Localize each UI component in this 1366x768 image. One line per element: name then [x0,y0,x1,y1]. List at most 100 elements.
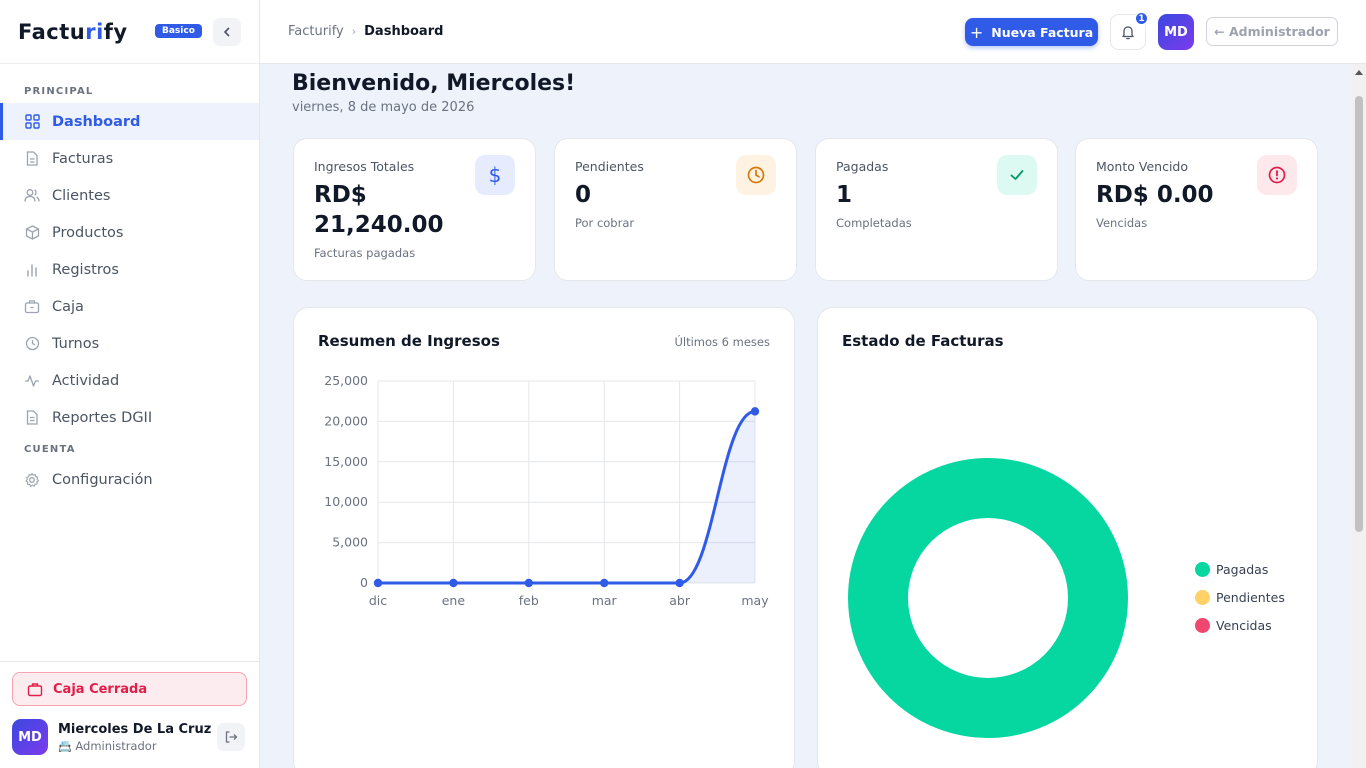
stat-value: RD$ 0.00 [1096,182,1214,208]
stat-label: Ingresos Totales [314,159,415,174]
nav-label: Productos [52,224,124,241]
scroll-up-icon[interactable] [1355,70,1363,75]
status-donut-chart [848,458,1128,738]
clock-icon [736,155,776,195]
chart-legend: Pagadas Pendientes Vencidas [1195,555,1285,639]
legend-swatch [1195,561,1210,577]
nav-item-configuracion[interactable]: Configuración [0,461,259,498]
user-name: Miercoles De La Cruz [58,721,212,737]
plan-badge: Basico [155,24,202,38]
bar-chart-icon [24,262,40,278]
chevron-right-icon: › [351,25,357,38]
logout-button[interactable] [217,723,245,751]
document-icon [24,151,40,167]
breadcrumb-current: Dashboard [364,24,444,39]
x-tick-label: ene [442,593,466,608]
legend-label: Pendientes [1216,589,1285,605]
legend-item[interactable]: Pagadas [1195,555,1285,583]
section-label-cuenta: CUENTA [24,444,76,455]
scrollbar-thumb[interactable] [1355,96,1363,532]
revenue-period[interactable]: Últimos 6 meses [674,335,770,349]
stat-sub: Por cobrar [575,216,635,230]
nav-label: Dashboard [52,113,141,130]
nav-label: Caja [52,298,84,315]
new-invoice-button[interactable]: + Nueva Factura [965,18,1098,46]
chevron-left-icon [223,27,230,37]
nav-label: Facturas [52,150,114,167]
stat-card-pagadas: Pagadas 1 Completadas [815,138,1058,281]
y-tick-label: 5,000 [332,535,368,550]
stat-value: 1 [836,182,853,208]
stat-label: Pagadas [836,159,889,174]
stat-label: Monto Vencido [1096,159,1188,174]
logo-text-end: fy [103,19,128,44]
nav-item-dashboard[interactable]: Dashboard [0,103,259,140]
stat-sub: Vencidas [1096,216,1148,230]
x-tick-label: feb [519,593,539,608]
grid-icon [24,114,40,130]
nav-item-actividad[interactable]: Actividad [0,362,259,399]
data-point[interactable] [750,407,760,416]
data-point[interactable] [524,578,533,588]
revenue-panel: Resumen de Ingresos Últimos 6 meses 0 5,0… [293,307,795,768]
y-tick-label: 20,000 [324,413,368,428]
breadcrumb: Facturify › Dashboard [288,24,443,39]
id-card-icon: 📇 [58,739,72,753]
nav-label: Actividad [52,372,120,389]
nav-item-productos[interactable]: Productos [0,214,259,251]
briefcase-icon [24,299,40,315]
status-panel: Estado de Facturas Pagadas Pendientes Venc… [817,307,1318,768]
page-title: Bienvenido, Miercoles! [292,71,576,96]
caja-cerrada-label: Caja Cerrada [53,681,148,697]
data-point[interactable] [675,578,684,588]
nav-item-facturas[interactable]: Facturas [0,140,259,177]
administrador-button[interactable]: ← Administrador [1206,17,1338,46]
user-avatar-button[interactable]: MD [1158,14,1194,50]
donut-slice[interactable] [848,458,1128,738]
logo-text: Factu [18,19,86,44]
data-point[interactable] [600,578,609,588]
gear-icon [24,472,40,488]
legend-item[interactable]: Pendientes [1195,583,1285,611]
status-title: Estado de Facturas [842,332,1004,350]
stat-sub: Facturas pagadas [314,246,416,260]
users-icon [24,188,40,204]
notifications-button[interactable]: 1 [1110,11,1149,50]
plus-icon: + [969,22,984,42]
data-point[interactable] [449,578,458,588]
activity-icon [24,373,40,389]
data-point[interactable] [373,578,383,588]
nav-label: Turnos [52,335,100,352]
nav-item-caja[interactable]: Caja [0,288,259,325]
caja-cerrada-button[interactable]: Caja Cerrada [12,672,247,706]
legend-item[interactable]: Vencidas [1195,611,1285,639]
collapse-sidebar-button[interactable] [213,18,241,46]
stat-value: 0 [575,182,592,208]
section-label-principal: PRINCIPAL [24,86,94,97]
page-scrollbar[interactable] [1352,64,1366,768]
nav-label: Reportes DGII [52,409,153,426]
legend-label: Pagadas [1216,561,1269,577]
avatar[interactable]: MD [12,719,48,755]
app-logo[interactable]: Facturify [18,20,128,44]
brand-header: Facturify Basico [0,0,259,64]
revenue-title: Resumen de Ingresos [318,332,500,350]
breadcrumb-root[interactable]: Facturify [288,24,344,39]
stat-card-ingresos: Ingresos Totales RD$ 21,240.00 Facturas … [293,138,536,281]
report-icon [24,410,40,426]
bell-icon [1122,26,1134,40]
revenue-line-chart: 0 5,000 10,000 15,000 20,000 25,000 dic ene feb m… [324,373,769,608]
nav-item-reportes-dgii[interactable]: Reportes DGII [0,399,259,436]
briefcase-icon [27,682,43,697]
box-icon [24,225,40,241]
logo-highlight: ri [85,19,104,44]
user-info: Miercoles De La Cruz 📇 Administrador [58,722,211,753]
stat-value: RD$ 21,240.00 [314,182,444,238]
user-profile: MD Miercoles De La Cruz 📇 Administrador [12,718,247,756]
nav-item-turnos[interactable]: Turnos [0,325,259,362]
nav-label: Clientes [52,187,111,204]
nav-item-registros[interactable]: Registros [0,251,259,288]
nav-item-clientes[interactable]: Clientes [0,177,259,214]
revenue-line [378,409,756,585]
stat-label: Pendientes [575,159,644,174]
